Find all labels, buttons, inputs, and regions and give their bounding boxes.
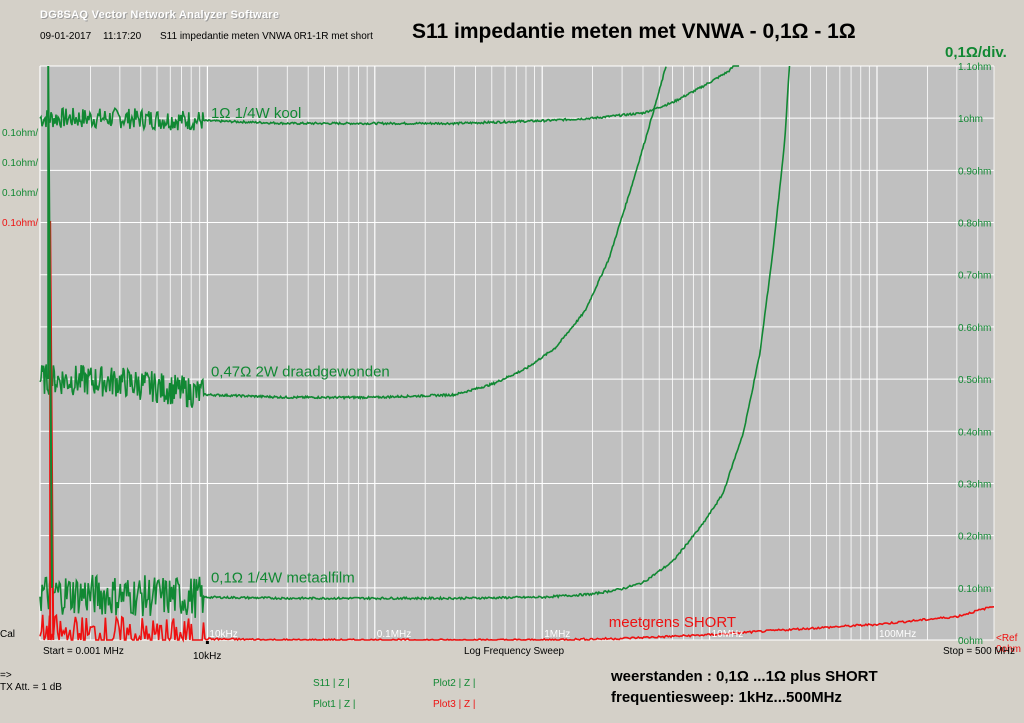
x-tick-label: 100MHz [879, 629, 916, 640]
stop-frequency: Stop = 500 MHz [943, 646, 1015, 657]
notes-sweep: frequentiesweep: 1kHz...500MHz [611, 689, 842, 706]
grid-layer [39, 65, 995, 641]
y-tick-label: 0.1ohm [958, 584, 991, 595]
left-scale-3: 0.1ohm/ [2, 188, 39, 199]
tx-arrow: => [0, 670, 12, 681]
y-tick-label: 1ohm [958, 114, 983, 125]
y-tick-label: 0.6ohm [958, 323, 991, 334]
series-line [39, 65, 791, 618]
series-layer [39, 65, 995, 643]
y-tick-label: 0ohm [958, 636, 983, 647]
time-readout: 11:17:20 [103, 31, 142, 42]
series-label: 0,47Ω 2W draadgewonden [211, 363, 390, 380]
date-readout: 09-01-2017 [40, 31, 92, 42]
cal-label[interactable]: Cal [0, 629, 16, 640]
label-layer: 0ohm 0.1ohm 0.2ohm 0.3ohm 0.4ohm 0.5ohm 0.6ohm… [205, 62, 1021, 655]
measurement-name: S11 impedantie meten VNWA 0R1-1R met sho… [160, 31, 373, 42]
y-tick-label: 0.9ohm [958, 166, 991, 177]
annotation-10khz: 10kHz [193, 651, 222, 662]
y-tick-label: 0.2ohm [958, 532, 991, 543]
start-frequency: Start = 0.001 MHz [43, 646, 124, 657]
series-label: 0,1Ω 1/4W metaalfilm [211, 570, 355, 587]
series-label: meetgrens SHORT [609, 614, 736, 631]
legend-plot3[interactable]: Plot3 | Z | [433, 699, 476, 710]
legend-plot1[interactable]: Plot1 | Z | [313, 699, 356, 710]
x-tick-label: 10MHz [712, 629, 744, 640]
ref-label: <Ref [996, 633, 1018, 644]
scale-per-division: 0,1Ω/div. [945, 44, 1007, 61]
y-tick-label: 1.1ohm [958, 62, 991, 73]
app-title: DG8SAQ Vector Network Analyzer Software [40, 9, 280, 21]
y-tick-label: 0.4ohm [958, 427, 991, 438]
sweep-mode: Log Frequency Sweep [464, 646, 565, 657]
main-title: S11 impedantie meten met VNWA - 0,1Ω - 1… [412, 20, 856, 43]
x-tick-label: 10kHz [209, 629, 237, 640]
series-line [39, 65, 740, 132]
y-tick-label: 0.3ohm [958, 479, 991, 490]
series-label: 1Ω 1/4W kool [211, 105, 301, 122]
x-tick-label: 0.1MHz [377, 629, 411, 640]
left-scale-4: 0.1ohm/ [2, 218, 39, 229]
series-spike-start [47, 65, 54, 588]
plot-area [40, 66, 994, 640]
notes-resistors: weerstanden : 0,1Ω ...1Ω plus SHORT [611, 668, 878, 685]
y-tick-label: 0.7ohm [958, 271, 991, 282]
x-tick-label: 1MHz [544, 629, 570, 640]
y-tick-label: 0.8ohm [958, 219, 991, 230]
marker-10khz [205, 641, 209, 644]
ref-label: 0ohm [996, 644, 1021, 655]
left-scale-1: 0.1ohm/ [2, 128, 39, 139]
legend-plot2[interactable]: Plot2 | Z | [433, 678, 476, 689]
left-scale-2: 0.1ohm/ [2, 158, 39, 169]
tx-attenuation: TX Att. = 1 dB [0, 682, 62, 693]
legend-s11[interactable]: S11 | Z | [313, 678, 350, 689]
series-line [39, 606, 995, 643]
series-line [39, 66, 667, 408]
y-tick-label: 0.5ohm [958, 375, 991, 386]
